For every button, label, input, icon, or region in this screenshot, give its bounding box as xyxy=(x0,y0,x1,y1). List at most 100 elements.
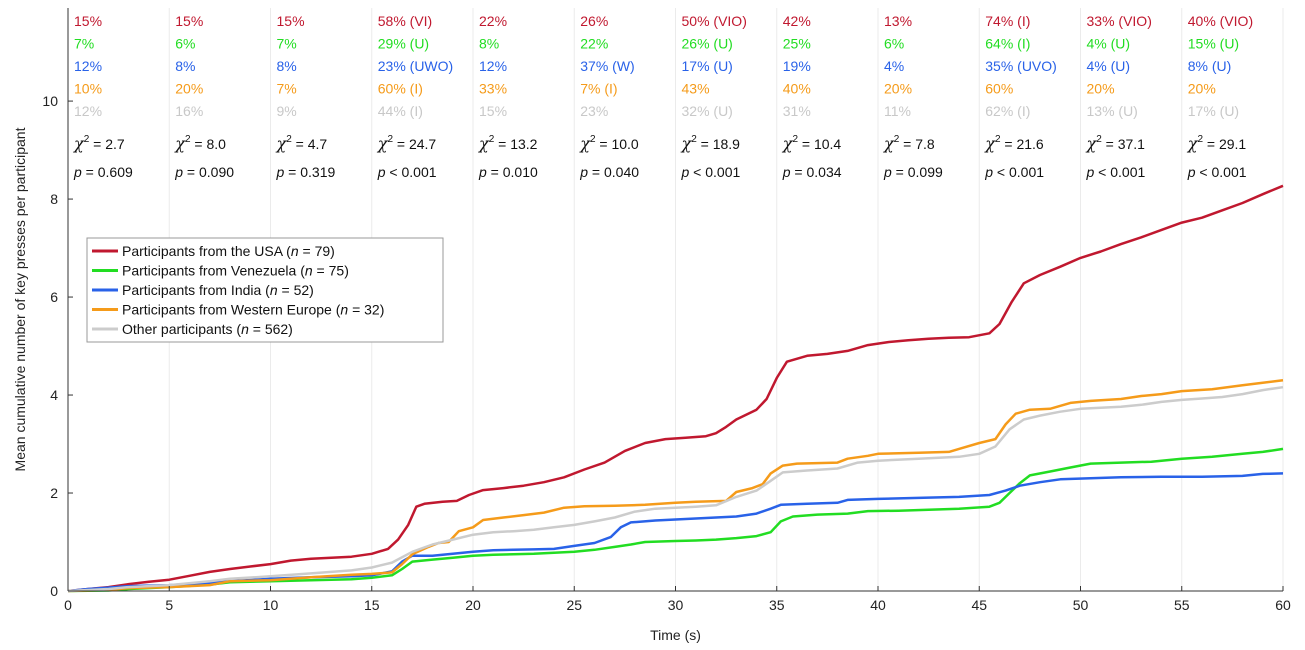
series-line xyxy=(67,385,1284,593)
legend-entry: Participants from the USA (n = 79) xyxy=(122,243,335,259)
annotation-western-europe: 60% (I) xyxy=(378,81,423,97)
annotation-western-europe: 7% (I) xyxy=(580,81,617,97)
annotation-other: 13% (U) xyxy=(1087,103,1138,119)
series-lines xyxy=(67,184,1284,593)
annotation-venezuela: 25% xyxy=(783,36,811,52)
series-line xyxy=(67,184,1284,593)
x-axis-label: Time (s) xyxy=(650,627,701,643)
x-tick-label: 40 xyxy=(870,597,886,613)
annotation-western-europe: 20% xyxy=(175,81,203,97)
annotation-chi2: χ2 = 21.6 xyxy=(984,134,1044,153)
annotation-india: 17% (U) xyxy=(682,58,733,74)
x-tick-label: 55 xyxy=(1174,597,1190,613)
annotation-venezuela: 7% xyxy=(277,36,297,52)
annotation-chi2: χ2 = 24.7 xyxy=(377,134,437,153)
series-line xyxy=(67,379,1284,593)
annotation-western-europe: 33% xyxy=(479,81,507,97)
annotation-chi2: χ2 = 18.9 xyxy=(681,134,741,153)
y-tick-label: 10 xyxy=(42,93,58,109)
legend-entry: Participants from India (n = 52) xyxy=(122,282,314,298)
annotation-other: 12% xyxy=(74,103,102,119)
annotation-western-europe: 7% xyxy=(277,81,297,97)
annotation-venezuela: 22% xyxy=(580,36,608,52)
legend-box xyxy=(86,237,444,343)
annotation-western-europe: 10% xyxy=(74,81,102,97)
x-tick-label: 15 xyxy=(364,597,380,613)
annotation-western-europe: 20% xyxy=(884,81,912,97)
annotation-p: p = 0.099 xyxy=(883,164,943,180)
annotation-usa: 58% (VI) xyxy=(378,13,432,29)
annotation-chi2: χ2 = 4.7 xyxy=(276,134,328,153)
vertical-grid xyxy=(168,8,1284,591)
annotation-p: p = 0.319 xyxy=(276,164,336,180)
annotation-india: 8% (U) xyxy=(1188,58,1232,74)
legend-entry: Other participants (n = 562) xyxy=(122,321,293,337)
annotation-usa: 15% xyxy=(175,13,203,29)
annotation-western-europe: 43% xyxy=(682,81,710,97)
y-axis-label: Mean cumulative number of key presses pe… xyxy=(12,127,28,471)
annotation-p: p < 0.001 xyxy=(1086,164,1146,180)
annotation-other: 11% xyxy=(884,103,911,119)
annotation-table: 15% 7% 12% 10% 12% χ2 = 2.7 p = 0.609 15% 6% 8% 20… xyxy=(73,13,1253,180)
annotation-p: p = 0.034 xyxy=(782,164,842,180)
annotation-chi2: χ2 = 29.1 xyxy=(1187,134,1247,153)
x-tick-label: 35 xyxy=(769,597,785,613)
annotation-western-europe: 20% xyxy=(1087,81,1115,97)
annotation-usa: 42% xyxy=(783,13,811,29)
annotation-india: 37% (W) xyxy=(580,58,634,74)
annotation-usa: 50% (VIO) xyxy=(682,13,747,29)
annotation-venezuela: 6% xyxy=(884,36,904,52)
annotation-venezuela: 29% (U) xyxy=(378,36,429,52)
annotation-usa: 26% xyxy=(580,13,608,29)
annotation-other: 31% xyxy=(783,103,811,119)
annotation-p: p < 0.001 xyxy=(377,164,437,180)
annotation-venezuela: 6% xyxy=(175,36,195,52)
x-tick-label: 10 xyxy=(263,597,279,613)
annotation-p: p = 0.040 xyxy=(579,164,639,180)
annotation-india: 12% xyxy=(479,58,507,74)
annotation-venezuela: 26% (U) xyxy=(682,36,733,52)
annotation-chi2: χ2 = 2.7 xyxy=(73,134,125,153)
annotation-india: 8% xyxy=(277,58,297,74)
annotation-other: 44% (I) xyxy=(378,103,423,119)
annotation-chi2: χ2 = 13.2 xyxy=(478,134,538,153)
annotation-other: 32% (U) xyxy=(682,103,733,119)
y-tick-label: 2 xyxy=(50,485,58,501)
legend-entry: Participants from Venezuela (n = 75) xyxy=(122,263,349,279)
annotation-other: 9% xyxy=(277,103,297,119)
x-tick-label: 25 xyxy=(566,597,582,613)
annotation-india: 35% (UVO) xyxy=(985,58,1057,74)
x-tick-label: 30 xyxy=(668,597,684,613)
annotation-venezuela: 7% xyxy=(74,36,94,52)
x-tick-label: 60 xyxy=(1275,597,1291,613)
annotation-venezuela: 15% (U) xyxy=(1188,36,1239,52)
annotation-usa: 22% xyxy=(479,13,507,29)
annotation-india: 8% xyxy=(175,58,195,74)
annotation-usa: 40% (VIO) xyxy=(1188,13,1253,29)
annotation-usa: 15% xyxy=(74,13,102,29)
y-tick-label: 6 xyxy=(50,289,58,305)
annotation-venezuela: 8% xyxy=(479,36,499,52)
annotation-p: p = 0.010 xyxy=(478,164,538,180)
annotation-chi2: χ2 = 8.0 xyxy=(174,134,226,153)
annotation-chi2: χ2 = 37.1 xyxy=(1086,134,1146,153)
annotation-venezuela: 4% (U) xyxy=(1087,36,1131,52)
annotation-chi2: χ2 = 7.8 xyxy=(883,134,935,153)
annotation-usa: 33% (VIO) xyxy=(1087,13,1152,29)
annotation-india: 12% xyxy=(74,58,102,74)
annotation-usa: 13% xyxy=(884,13,912,29)
annotation-other: 15% xyxy=(479,103,507,119)
annotation-india: 4% (U) xyxy=(1087,58,1131,74)
annotation-venezuela: 64% (I) xyxy=(985,36,1030,52)
annotation-india: 23% (UWO) xyxy=(378,58,453,74)
annotation-other: 23% xyxy=(580,103,608,119)
annotation-other: 62% (I) xyxy=(985,103,1030,119)
annotation-usa: 74% (I) xyxy=(985,13,1030,29)
y-tick-label: 0 xyxy=(50,583,58,599)
series-line xyxy=(67,447,1284,593)
annotation-p: p = 0.090 xyxy=(174,164,234,180)
annotation-p: p = 0.609 xyxy=(73,164,133,180)
x-tick-label: 20 xyxy=(465,597,481,613)
axes: 0 5 10 15 20 25 30 35 40 45 50 55 60 0 2 4 6 8 10 Time (s) M… xyxy=(12,8,1291,643)
